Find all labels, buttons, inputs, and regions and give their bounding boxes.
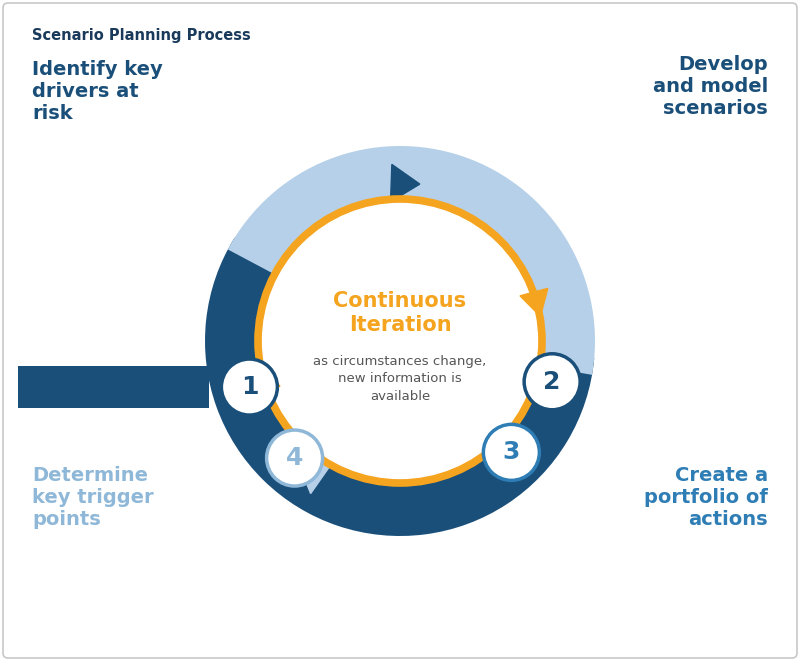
Bar [18,366,209,408]
Text: as circumstances change,
new information is
available: as circumstances change, new information… [314,354,486,403]
Text: Create a
portfolio of
actions: Create a portfolio of actions [644,466,768,529]
Polygon shape [520,288,548,317]
Text: Identify key
drivers at
risk: Identify key drivers at risk [32,60,162,123]
Text: 3: 3 [502,440,520,465]
Polygon shape [390,165,420,202]
Circle shape [483,424,539,481]
Text: Develop
and model
scenarios: Develop and model scenarios [653,55,768,118]
Text: Continuous
Iteration: Continuous Iteration [334,291,466,335]
Wedge shape [228,146,595,375]
Polygon shape [298,462,332,494]
Circle shape [222,359,278,415]
Polygon shape [252,366,280,394]
Text: Determine
key trigger
points: Determine key trigger points [32,466,154,529]
Text: 1: 1 [241,375,258,399]
Text: 4: 4 [286,446,303,470]
Circle shape [266,430,322,486]
Text: 2: 2 [543,369,561,394]
Circle shape [524,354,580,410]
Circle shape [261,202,539,480]
Wedge shape [205,238,594,536]
Text: Scenario Planning Process: Scenario Planning Process [32,28,250,43]
Polygon shape [502,429,534,463]
FancyBboxPatch shape [3,3,797,658]
